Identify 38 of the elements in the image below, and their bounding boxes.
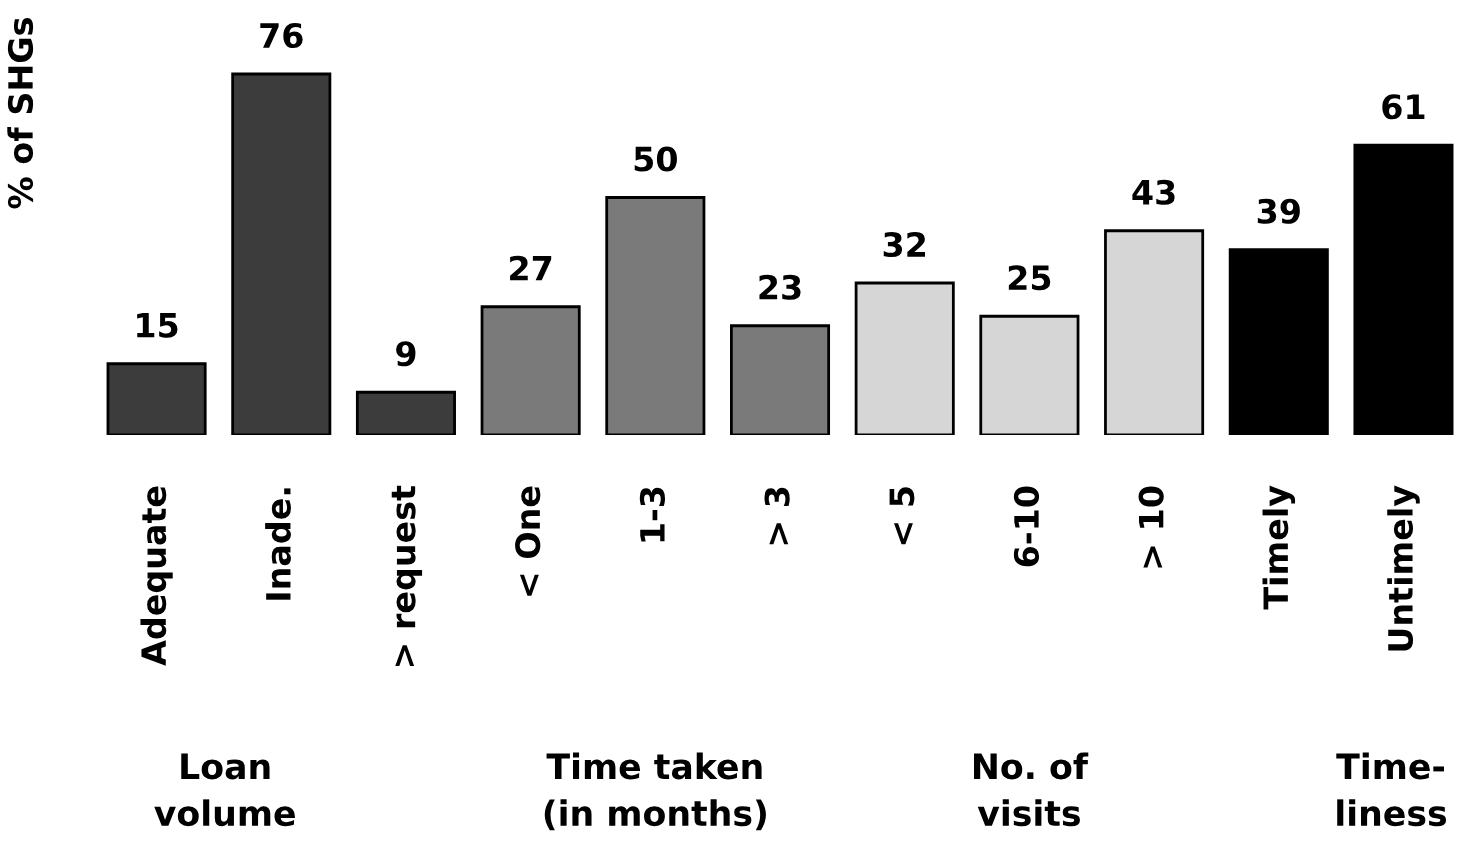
y-axis-title: % of SHGs bbox=[7, 18, 34, 209]
data-label: 76 bbox=[260, 22, 303, 49]
data-label: 23 bbox=[759, 274, 801, 300]
x-tick-label: > request bbox=[391, 485, 423, 667]
data-label: 50 bbox=[634, 146, 677, 172]
x-tick-label: Timely bbox=[1262, 485, 1296, 610]
text: Time- liness bbox=[1336, 752, 1447, 827]
bar bbox=[1228, 248, 1329, 435]
bar bbox=[730, 324, 831, 435]
bar bbox=[106, 362, 207, 435]
data-label: 43 bbox=[1132, 179, 1175, 205]
text: Loan volume bbox=[154, 753, 295, 827]
x-tick-label: < One bbox=[515, 486, 541, 596]
data-label: 9 bbox=[396, 341, 416, 367]
data-label: 39 bbox=[1257, 198, 1300, 224]
bar bbox=[979, 314, 1080, 435]
bar bbox=[1104, 229, 1205, 435]
bar bbox=[355, 390, 456, 435]
data-label: 32 bbox=[883, 231, 926, 258]
x-tick-label: > 10 bbox=[1138, 486, 1164, 568]
x-tick-label: Adequate bbox=[140, 486, 173, 666]
data-label: 61 bbox=[1382, 94, 1425, 120]
bar bbox=[231, 72, 332, 435]
x-tick-label: Inade. bbox=[265, 488, 291, 600]
bar bbox=[854, 281, 955, 435]
x-tick-label: < 5 bbox=[889, 487, 915, 545]
x-tick-label: 1-3 bbox=[639, 487, 666, 542]
data-label: 27 bbox=[510, 255, 552, 281]
data-label: 15 bbox=[137, 313, 178, 338]
text: Time taken (in months) bbox=[544, 752, 766, 831]
x-tick-label: Untimely bbox=[1387, 485, 1420, 651]
bar bbox=[605, 196, 706, 435]
bar bbox=[1353, 143, 1454, 435]
data-label: 25 bbox=[1008, 265, 1051, 291]
bar bbox=[480, 305, 581, 435]
x-tick-label: 6-10 bbox=[1013, 486, 1040, 567]
x-tick-label: > 3 bbox=[764, 487, 790, 545]
text: No. of visits bbox=[974, 752, 1089, 827]
